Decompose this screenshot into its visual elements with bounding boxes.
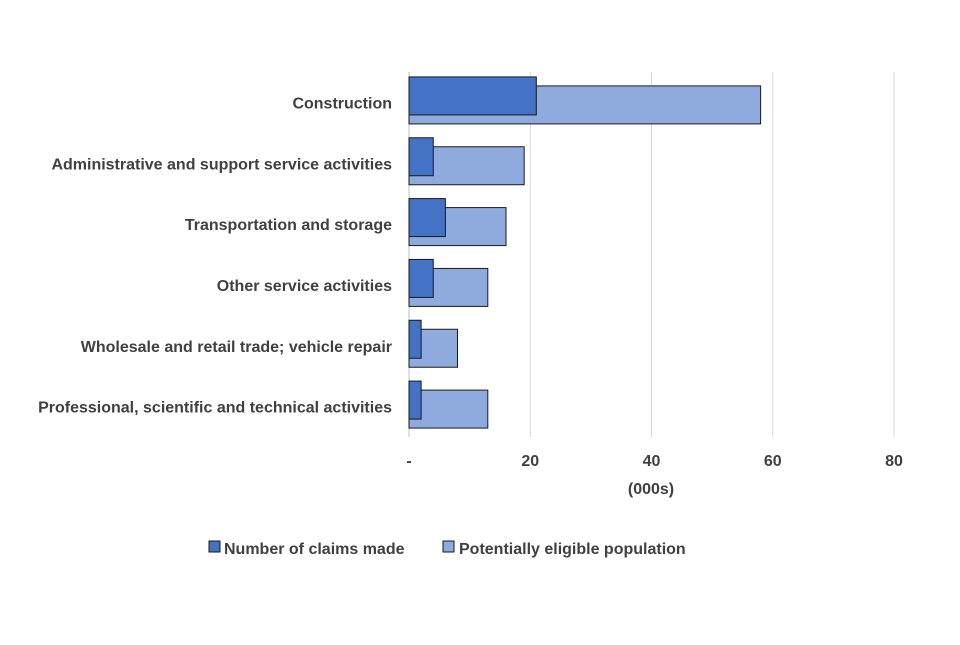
category-label-1: Administrative and support service activ… (51, 156, 392, 173)
x-tick-label-2: 40 (643, 453, 661, 470)
category-label-3: Other service activities (217, 278, 392, 295)
bar-claims-2 (408, 198, 446, 238)
bar-claims-1 (408, 137, 434, 177)
bar-claims-0 (408, 76, 537, 116)
category-label-0: Construction (292, 95, 392, 112)
legend-label-claims: Number of claims made (224, 541, 405, 558)
legend: Number of claims made Potentially eligib… (208, 540, 686, 558)
x-tick-label-3: 60 (764, 453, 782, 470)
x-tick-label-1: 20 (521, 453, 539, 470)
bar-population-5 (408, 389, 489, 429)
legend-swatch-claims (208, 540, 221, 553)
category-label-2: Transportation and storage (185, 217, 392, 234)
bar-claims-5 (408, 380, 422, 420)
bars (408, 76, 762, 429)
x-tick-label-0: - (406, 453, 411, 470)
bar-claims-3 (408, 258, 434, 298)
x-tick-labels: - 20 40 60 80 (406, 453, 903, 470)
legend-label-population: Potentially eligible population (459, 541, 686, 558)
x-tick-label-4: 80 (885, 453, 903, 470)
legend-swatch-population (442, 540, 455, 553)
category-labels: Construction Administrative and support s… (38, 95, 392, 416)
bar-claims-4 (408, 319, 422, 359)
category-label-4: Wholesale and retail trade; vehicle repa… (81, 339, 392, 356)
category-label-5: Professional, scientific and technical a… (38, 400, 392, 417)
gridlines (408, 72, 895, 437)
x-axis-title: (000s) (628, 481, 674, 498)
